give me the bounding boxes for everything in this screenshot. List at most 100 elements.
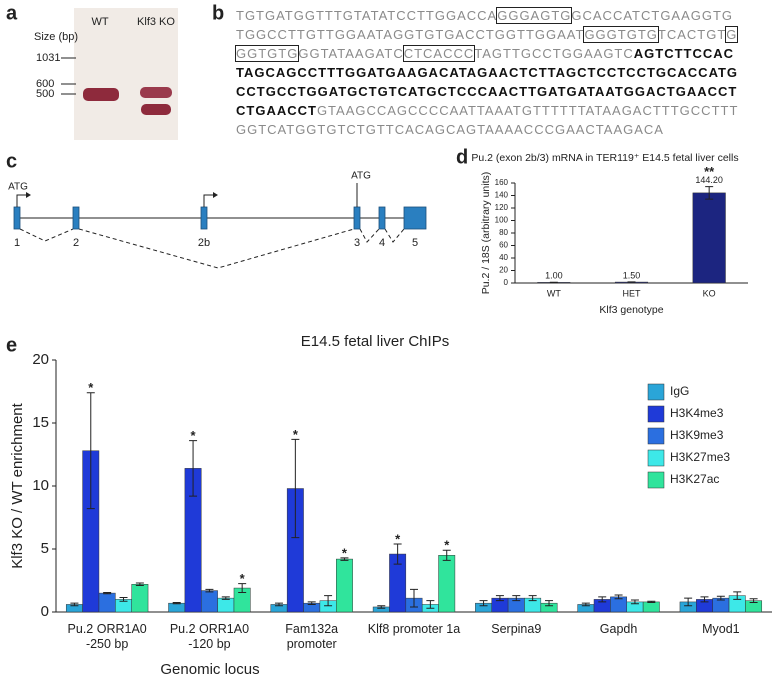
x-axis-label: Klf3 genotype <box>599 304 663 316</box>
bar <box>336 558 353 613</box>
significance-mark: * <box>191 428 197 443</box>
exon-label: 2 <box>73 237 79 249</box>
splice-line <box>384 228 405 243</box>
splice-line <box>78 228 355 269</box>
exon <box>72 206 80 230</box>
y-tick-label: 5 <box>41 540 49 557</box>
sequence-line: TGTGATGGTTTGTATATCCTTGGACCAGGGAGTGGCACCA… <box>236 6 738 25</box>
sequence-segment: GGGAGTG <box>496 7 573 24</box>
y-tick-label: 40 <box>499 253 508 262</box>
x-tick-label: Pu.2 ORR1A0 -250 bp <box>67 622 147 651</box>
error-bar <box>189 440 198 497</box>
panel-label: d <box>456 146 468 168</box>
error-bar <box>86 392 95 510</box>
y-axis-label: Pu.2 / 18S (arbitrary units) <box>480 172 492 295</box>
splice-line <box>19 228 74 242</box>
x-axis-label: Genomic locus <box>160 661 259 678</box>
sequence-segment: TAGTTGCCTGGAAGTC <box>474 46 634 61</box>
start-codon-label: ATG <box>8 182 28 193</box>
x-tick-label: WT <box>547 288 561 298</box>
exon <box>403 206 427 230</box>
error-bar <box>630 599 639 605</box>
sequence-segment: GCACCATCTGAAGGTG <box>571 8 734 23</box>
error-bar <box>393 543 402 565</box>
error-bar <box>221 596 230 600</box>
sequence-segment: GGTATAAGATC <box>298 46 404 61</box>
legend-swatch <box>647 449 665 467</box>
error-bar <box>307 601 316 605</box>
exon <box>378 206 386 230</box>
panel-label: e <box>6 334 17 356</box>
x-tick-label: Fam132a promoter <box>285 622 339 651</box>
exon-label: 1 <box>14 237 20 249</box>
gel-size-label: Size (bp) <box>34 31 78 43</box>
exon-label: 3 <box>354 237 360 249</box>
sequence-segment: GGTCATGGTGTCTGTTCACAGCAGTAAAACCCGAACTAAG… <box>236 122 664 137</box>
gel-size-marker: 500 <box>36 88 54 100</box>
tss-arrowhead <box>26 192 31 198</box>
significance-mark: * <box>444 538 450 553</box>
significance-mark: * <box>342 545 348 560</box>
gel-size-marker: 1031 <box>36 52 60 64</box>
y-axis-label: Klf3 KO / WT enrichment <box>9 402 26 568</box>
sequence-segment: GGGTGTG <box>583 26 659 43</box>
x-tick-label: Pu.2 ORR1A0 -120 bp <box>169 622 250 651</box>
exon <box>200 206 208 230</box>
y-tick-label: 120 <box>495 203 509 212</box>
error-bar <box>324 595 333 607</box>
error-bar <box>749 598 758 604</box>
legend-swatch <box>647 427 665 445</box>
error-bar <box>340 557 349 561</box>
error-bar <box>410 588 418 608</box>
y-tick-label: 0 <box>504 278 509 287</box>
start-codon-label: ATG <box>351 171 371 182</box>
significance-mark: * <box>240 571 246 586</box>
y-tick-label: 10 <box>32 477 49 494</box>
error-bar <box>716 595 725 601</box>
error-bar <box>705 186 714 200</box>
error-bar <box>119 597 128 602</box>
error-bar <box>291 438 300 539</box>
sequence-segment: TAGCAGCCTTTGGATGAAGACATAGAACTCTTAGCTCCTC… <box>236 65 739 80</box>
y-tick-label: 80 <box>499 228 508 237</box>
legend-label: H3K27ac <box>670 472 719 486</box>
legend-label: H3K27me3 <box>670 450 730 464</box>
error-bar <box>479 600 488 607</box>
bar <box>168 602 186 613</box>
y-tick-label: 160 <box>495 178 509 187</box>
x-tick-label: KO <box>703 288 716 298</box>
error-bar <box>274 602 283 607</box>
error-bar <box>512 595 521 602</box>
x-tick-label: Serpina9 <box>491 622 542 636</box>
exon-label: 2b <box>198 237 210 249</box>
error-bar <box>647 600 656 604</box>
error-bar <box>495 595 504 602</box>
error-bar <box>70 602 79 607</box>
splice-line <box>359 228 380 243</box>
error-bar <box>103 591 112 595</box>
gel-band <box>140 87 172 98</box>
significance-mark: ** <box>704 164 715 179</box>
bar <box>642 601 660 613</box>
error-bar <box>614 594 623 600</box>
error-bar <box>684 597 693 607</box>
sequence-segment: TGGCCTTGTTGGAATAGGTGTGACCTGGTTGGAAT <box>236 27 585 42</box>
error-bar <box>377 605 386 609</box>
exon-label: 5 <box>412 237 418 249</box>
sequence-line: TAGCAGCCTTTGGATGAAGACATAGAACTCTTAGCTCCTC… <box>236 63 738 82</box>
y-tick-label: 20 <box>32 351 49 368</box>
exon <box>353 206 361 230</box>
y-tick-label: 60 <box>499 241 508 250</box>
error-bar <box>545 600 554 607</box>
gel-band <box>83 88 119 101</box>
sequence-segment: TGTGATGGTTTGTATATCCTTGGACCA <box>236 8 498 23</box>
legend-label: IgG <box>670 384 689 398</box>
significance-mark: * <box>293 427 299 442</box>
error-bar <box>172 602 181 605</box>
chart-title: E14.5 fetal liver ChIPs <box>301 333 449 350</box>
gel-lane-label: Klf3 KO <box>137 16 175 28</box>
x-tick-label: Klf8 promoter 1a <box>367 622 461 636</box>
tss-arrow <box>203 194 213 207</box>
sequence-segment: CTCACCC <box>402 45 476 62</box>
